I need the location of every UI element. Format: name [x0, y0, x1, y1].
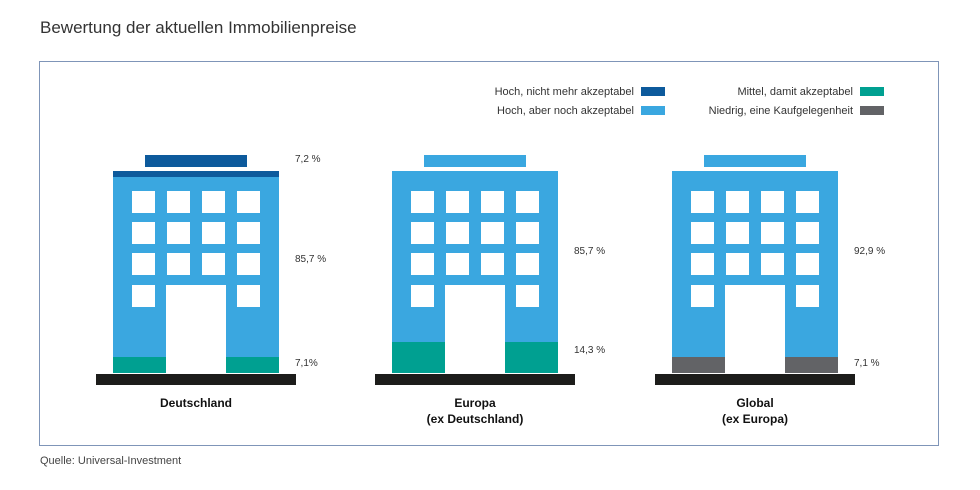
chart-title: Bewertung der aktuellen Immobilienpreise — [40, 18, 357, 37]
window — [761, 253, 784, 275]
window — [446, 222, 469, 244]
bar-segment-hoch-nicht-mehr-akzeptabel — [113, 171, 279, 177]
window — [691, 285, 714, 307]
window — [167, 222, 190, 244]
window — [691, 253, 714, 275]
door — [166, 285, 226, 373]
window — [411, 222, 434, 244]
window — [691, 191, 714, 213]
window — [726, 222, 749, 244]
window — [796, 285, 819, 307]
data-label: 92,9 % — [854, 246, 885, 257]
window — [237, 253, 260, 275]
building-roof — [424, 155, 526, 167]
legend-label: Mittel, damit akzeptabel — [737, 86, 853, 98]
ground-slab — [96, 374, 296, 385]
window — [202, 222, 225, 244]
window — [167, 191, 190, 213]
category-label: (ex Europa) — [722, 412, 788, 426]
window — [411, 285, 434, 307]
window — [516, 253, 539, 275]
window — [132, 253, 155, 275]
window — [237, 285, 260, 307]
window — [516, 191, 539, 213]
window — [796, 222, 819, 244]
legend-swatch — [860, 106, 884, 115]
data-label: 7,2 % — [295, 154, 321, 165]
door — [445, 285, 505, 373]
window — [411, 191, 434, 213]
category-label: Europa — [454, 396, 496, 410]
source-note: Quelle: Universal-Investment — [40, 455, 182, 467]
window — [237, 222, 260, 244]
window — [132, 222, 155, 244]
legend-label: Niedrig, eine Kaufgelegenheit — [709, 105, 853, 117]
data-label: 85,7 % — [574, 246, 605, 257]
window — [481, 191, 504, 213]
window — [726, 191, 749, 213]
window — [481, 253, 504, 275]
window — [167, 253, 190, 275]
data-label: 85,7 % — [295, 254, 326, 265]
category-label: (ex Deutschland) — [427, 412, 524, 426]
building-roof — [704, 155, 806, 167]
data-label: 7,1% — [295, 358, 318, 369]
window — [796, 191, 819, 213]
data-label: 14,3 % — [574, 345, 605, 356]
ground-slab — [375, 374, 575, 385]
door — [725, 285, 785, 373]
window — [411, 253, 434, 275]
window — [132, 191, 155, 213]
window — [761, 222, 784, 244]
building-roof — [145, 155, 247, 167]
window — [446, 191, 469, 213]
window — [202, 191, 225, 213]
window — [726, 253, 749, 275]
category-label: Deutschland — [160, 396, 232, 410]
window — [237, 191, 260, 213]
window — [691, 222, 714, 244]
legend-swatch — [641, 87, 665, 96]
window — [202, 253, 225, 275]
category-label: Global — [736, 396, 773, 410]
window — [516, 222, 539, 244]
window — [796, 253, 819, 275]
window — [446, 253, 469, 275]
legend-label: Hoch, aber noch akzeptabel — [497, 105, 634, 117]
data-label: 7,1 % — [854, 358, 880, 369]
window — [516, 285, 539, 307]
ground-slab — [655, 374, 855, 385]
legend-label: Hoch, nicht mehr akzeptabel — [495, 86, 634, 98]
legend-swatch — [641, 106, 665, 115]
legend-swatch — [860, 87, 884, 96]
window — [132, 285, 155, 307]
window — [761, 191, 784, 213]
chart-frame — [39, 61, 939, 446]
window — [481, 222, 504, 244]
